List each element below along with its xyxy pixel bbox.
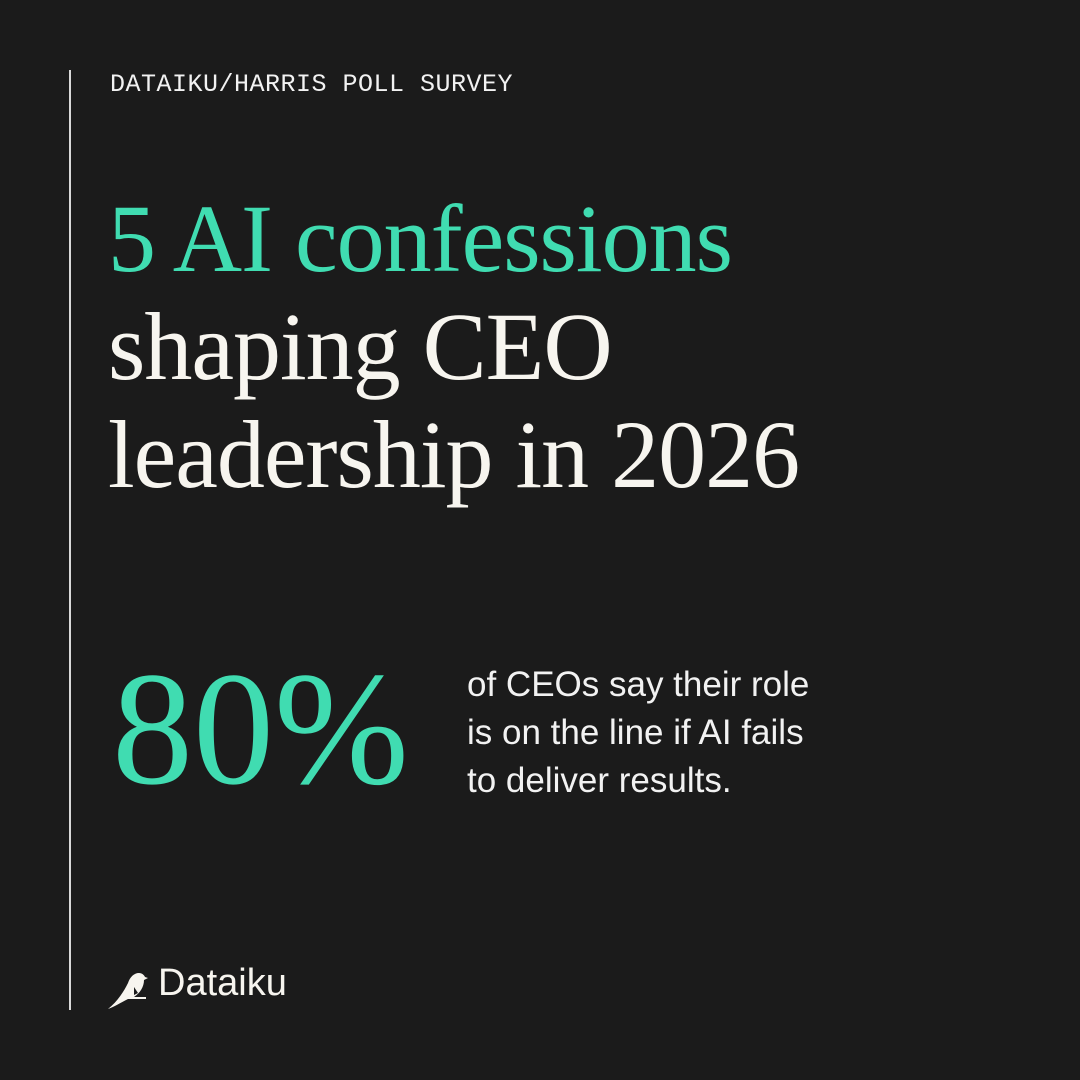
stat-description: of CEOs say their role	[467, 665, 810, 704]
headline-highlight: 5 AI confessions	[108, 185, 733, 292]
stat-description: to deliver results.	[467, 761, 732, 800]
stat-description: is on the line if AI fails	[467, 713, 804, 752]
stat-value: 80%	[112, 640, 409, 819]
headline-line: leadership in 2026	[108, 401, 800, 508]
eyebrow: DATAIKU/HARRIS POLL SURVEY	[110, 70, 514, 99]
brand-icon	[108, 973, 148, 1009]
vertical-rule	[69, 70, 71, 1010]
headline-line: shaping CEO	[108, 293, 613, 400]
brand-name: Dataiku	[158, 962, 287, 1004]
